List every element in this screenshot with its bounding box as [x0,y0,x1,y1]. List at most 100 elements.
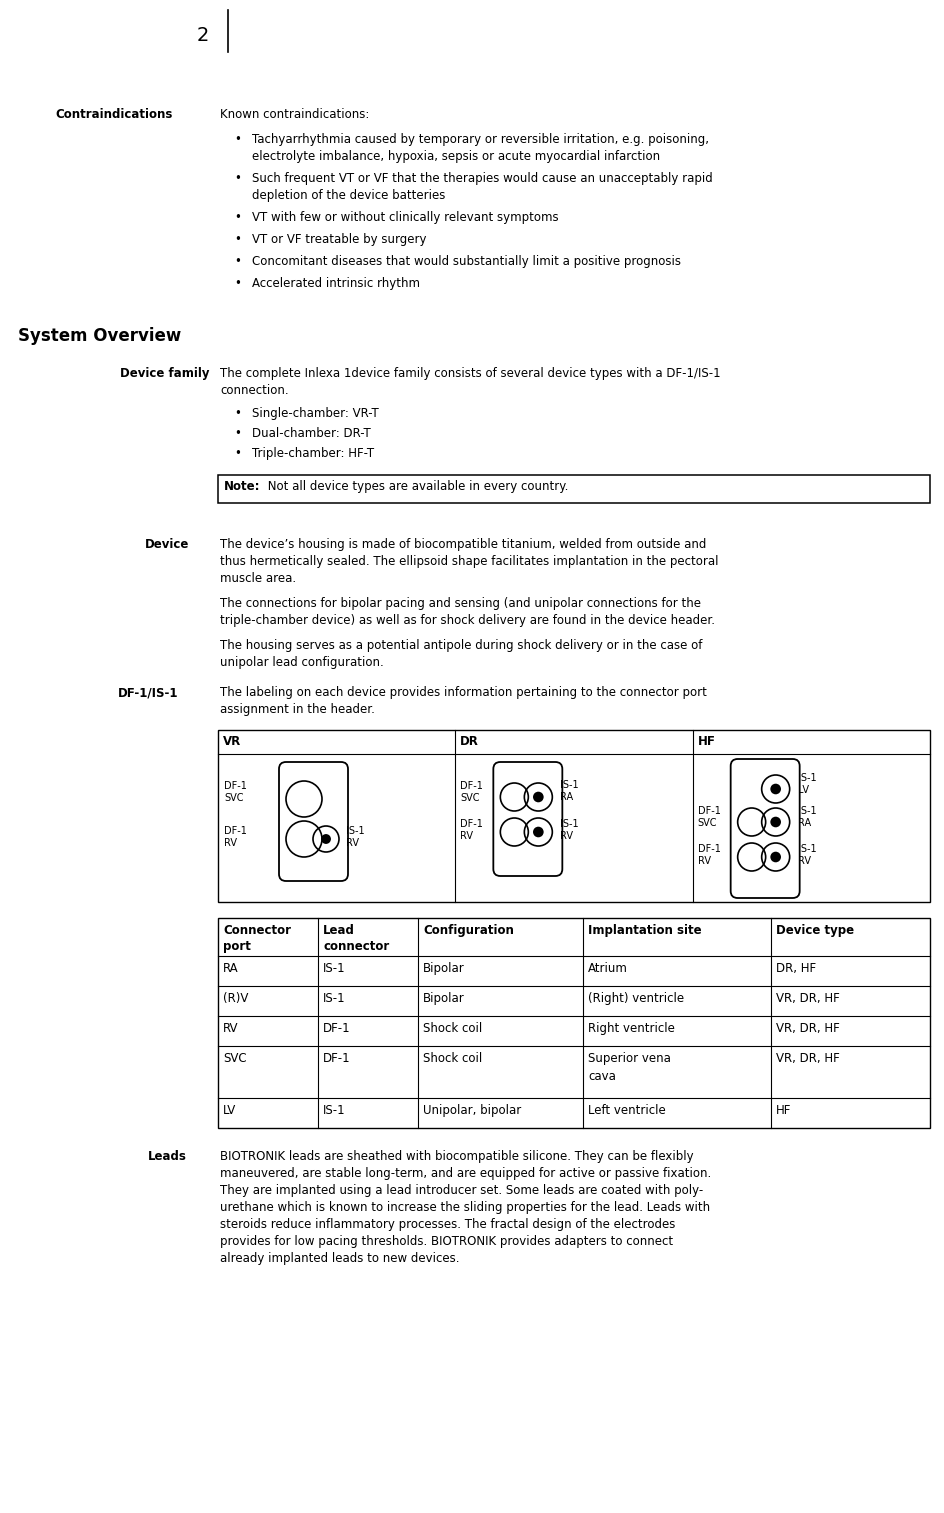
Text: IS-1
RA: IS-1 RA [797,806,816,828]
Text: The device’s housing is made of biocompatible titanium, welded from outside and: The device’s housing is made of biocompa… [220,539,705,551]
Text: (R)V: (R)V [223,993,248,1005]
Text: muscle area.: muscle area. [220,572,295,586]
Text: Shock coil: Shock coil [423,1021,482,1035]
Text: •: • [234,407,241,421]
Text: Connector: Connector [223,924,291,937]
Circle shape [532,826,543,837]
Text: DF-1
RV: DF-1 RV [697,844,719,865]
Text: Right ventricle: Right ventricle [587,1021,674,1035]
Text: Single-chamber: VR-T: Single-chamber: VR-T [252,407,379,421]
Text: IS-1
RV: IS-1 RV [797,844,816,865]
Text: The housing serves as a potential antipole during shock delivery or in the case : The housing serves as a potential antipo… [220,638,701,652]
Text: Note:: Note: [224,480,261,493]
Text: VR, DR, HF: VR, DR, HF [775,1052,838,1065]
Text: Device: Device [144,539,189,551]
Text: Configuration: Configuration [423,924,514,937]
Text: Dual-chamber: DR-T: Dual-chamber: DR-T [252,427,370,440]
Text: port: port [223,940,250,953]
Text: Lead: Lead [323,924,355,937]
Text: Contraindications: Contraindications [55,107,172,121]
Text: Atrium: Atrium [587,962,628,974]
Text: DF-1
SVC: DF-1 SVC [460,781,482,803]
Text: Triple-chamber: HF-T: Triple-chamber: HF-T [252,446,374,460]
Text: IS-1
RA: IS-1 RA [560,781,579,802]
Circle shape [769,817,780,828]
Text: The complete Inlexa 1device family consists of several device types with a DF-1/: The complete Inlexa 1device family consi… [220,368,720,380]
Text: provides for low pacing thresholds. BIOTRONIK provides adapters to connect: provides for low pacing thresholds. BIOT… [220,1235,672,1248]
Text: depletion of the device batteries: depletion of the device batteries [252,189,445,203]
Text: connector: connector [323,940,389,953]
Text: cava: cava [587,1070,615,1083]
Text: electrolyte imbalance, hypoxia, sepsis or acute myocardial infarction: electrolyte imbalance, hypoxia, sepsis o… [252,150,660,163]
Text: Bipolar: Bipolar [423,993,464,1005]
Text: assignment in the header.: assignment in the header. [220,704,375,716]
Text: •: • [234,277,241,290]
Text: Accelerated intrinsic rhythm: Accelerated intrinsic rhythm [252,277,419,290]
Text: DF-1: DF-1 [323,1021,350,1035]
FancyBboxPatch shape [493,763,562,876]
Text: maneuvered, are stable long-term, and are equipped for active or passive fixatio: maneuvered, are stable long-term, and ar… [220,1167,711,1180]
Text: DF-1
RV: DF-1 RV [224,826,246,847]
Text: VR, DR, HF: VR, DR, HF [775,1021,838,1035]
Text: urethane which is known to increase the sliding properties for the lead. Leads w: urethane which is known to increase the … [220,1201,709,1213]
Text: •: • [234,172,241,185]
Text: 2: 2 [196,26,210,45]
Text: Device family: Device family [120,368,210,380]
Circle shape [532,791,543,802]
Bar [218,918,929,1129]
Text: SVC: SVC [223,1052,246,1065]
Text: VR, DR, HF: VR, DR, HF [775,993,838,1005]
Text: VT or VF treatable by surgery: VT or VF treatable by surgery [252,233,426,247]
Text: triple-chamber device) as well as for shock delivery are found in the device hea: triple-chamber device) as well as for sh… [220,614,715,626]
Text: The labeling on each device provides information pertaining to the connector por: The labeling on each device provides inf… [220,685,706,699]
FancyBboxPatch shape [278,763,347,881]
Text: IS-1
RV: IS-1 RV [560,819,579,841]
Bar [218,729,929,902]
Bar [218,475,929,502]
Text: steroids reduce inflammatory processes. The fractal design of the electrodes: steroids reduce inflammatory processes. … [220,1218,675,1232]
Text: HF: HF [775,1104,790,1117]
Text: RV: RV [223,1021,238,1035]
Text: thus hermetically sealed. The ellipsoid shape facilitates implantation in the pe: thus hermetically sealed. The ellipsoid … [220,555,717,567]
Text: •: • [234,210,241,224]
Text: Known contraindications:: Known contraindications: [220,107,369,121]
Text: •: • [234,446,241,460]
Text: •: • [234,233,241,247]
Text: BIOTRONIK leads are sheathed with biocompatible silicone. They can be flexibly: BIOTRONIK leads are sheathed with biocom… [220,1150,693,1163]
Text: They are implanted using a lead introducer set. Some leads are coated with poly-: They are implanted using a lead introduc… [220,1185,702,1197]
Text: •: • [234,133,241,145]
Text: (Right) ventricle: (Right) ventricle [587,993,683,1005]
Text: IS-1
LV: IS-1 LV [797,773,816,794]
Text: DF-1/IS-1: DF-1/IS-1 [118,685,178,699]
Text: VR: VR [223,735,241,747]
Text: unipolar lead configuration.: unipolar lead configuration. [220,657,383,669]
Text: IS-1
RV: IS-1 RV [346,826,364,847]
Text: •: • [234,427,241,440]
Text: VT with few or without clinically relevant symptoms: VT with few or without clinically releva… [252,210,558,224]
Text: Bipolar: Bipolar [423,962,464,974]
Text: The connections for bipolar pacing and sensing (and unipolar connections for the: The connections for bipolar pacing and s… [220,598,700,610]
Text: DR: DR [460,735,479,747]
Text: RA: RA [223,962,239,974]
Text: Device type: Device type [775,924,853,937]
Text: Concomitant diseases that would substantially limit a positive prognosis: Concomitant diseases that would substant… [252,256,681,268]
Text: DF-1
SVC: DF-1 SVC [697,806,719,828]
FancyBboxPatch shape [730,760,799,899]
Text: Shock coil: Shock coil [423,1052,482,1065]
Text: HF: HF [697,735,715,747]
Circle shape [769,784,780,794]
Circle shape [769,852,780,862]
Text: DR, HF: DR, HF [775,962,815,974]
Text: DF-1
RV: DF-1 RV [460,819,482,841]
Text: Implantation site: Implantation site [587,924,701,937]
Text: already implanted leads to new devices.: already implanted leads to new devices. [220,1251,459,1265]
Text: Leads: Leads [148,1150,187,1163]
Text: System Overview: System Overview [18,327,181,345]
Text: connection.: connection. [220,384,288,396]
Text: Such frequent VT or VF that the therapies would cause an unacceptably rapid: Such frequent VT or VF that the therapie… [252,172,712,185]
Text: DF-1
SVC: DF-1 SVC [224,781,246,803]
Text: Unipolar, bipolar: Unipolar, bipolar [423,1104,521,1117]
Text: IS-1: IS-1 [323,993,346,1005]
Text: IS-1: IS-1 [323,962,346,974]
Text: Tachyarrhythmia caused by temporary or reversible irritation, e.g. poisoning,: Tachyarrhythmia caused by temporary or r… [252,133,708,145]
